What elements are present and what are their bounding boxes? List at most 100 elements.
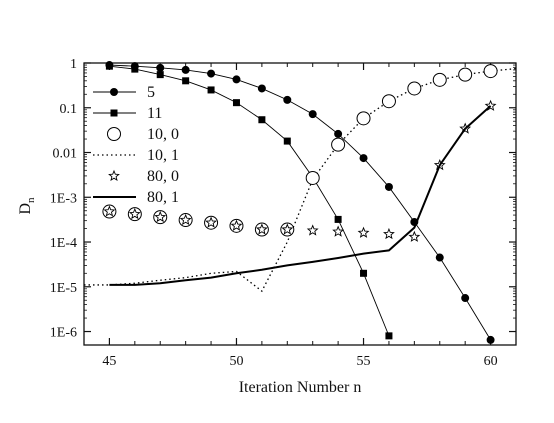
data-point-filled-square	[283, 137, 291, 145]
x-tick-label: 45	[102, 354, 116, 369]
y-tick-label: 1E-5	[50, 281, 77, 296]
data-point-open-star	[108, 169, 120, 182]
data-point-filled-square	[131, 65, 139, 73]
legend-entry: 11	[93, 105, 162, 122]
data-point-open-star	[205, 216, 217, 228]
y-axis-title: Dn	[17, 197, 37, 215]
legend-entry: 10, 1	[93, 147, 179, 164]
data-point-open-star	[459, 122, 472, 134]
data-point-filled-circle	[359, 154, 368, 163]
series-line	[109, 65, 390, 337]
data-point-filled-circle	[181, 65, 190, 74]
series-line	[109, 64, 491, 341]
y-tick-label: 1E-4	[50, 236, 77, 251]
data-point-open-circle	[178, 213, 193, 228]
series-11	[105, 62, 393, 340]
data-point-open-circle	[432, 72, 447, 87]
series-80-1	[109, 105, 492, 286]
data-point-filled-circle	[384, 182, 393, 191]
data-point-open-star	[103, 205, 116, 217]
y-axis-ticks: 1 0.1 0.01 1E-3 1E-4 1E-5 1E-6	[50, 57, 516, 341]
data-point-filled-circle	[308, 110, 317, 119]
data-point-filled-square	[360, 269, 368, 277]
data-point-open-circle	[102, 204, 117, 219]
svg-text:Dn: Dn	[17, 197, 37, 215]
data-point-filled-circle	[410, 218, 419, 227]
legend-label: 10, 1	[147, 147, 179, 164]
data-point-filled-square	[182, 77, 190, 85]
y-tick-label: 1	[70, 57, 77, 72]
data-point-open-star	[306, 224, 319, 236]
legend-entry: 10, 0	[107, 126, 179, 143]
series-layer	[84, 61, 517, 344]
data-point-open-star	[128, 207, 141, 220]
data-point-filled-circle	[283, 95, 292, 104]
data-point-filled-circle	[461, 294, 470, 303]
data-point-open-star	[357, 226, 370, 238]
series-80-0	[103, 99, 497, 242]
data-point-filled-square	[110, 109, 118, 117]
data-point-open-circle	[153, 210, 168, 225]
data-point-filled-square	[207, 86, 215, 94]
data-point-filled-circle	[156, 63, 165, 72]
data-point-open-star	[154, 210, 167, 223]
legend-label: 80, 1	[147, 189, 179, 206]
data-point-open-circle	[458, 67, 473, 82]
data-point-open-star	[281, 223, 294, 235]
data-point-filled-square	[334, 215, 342, 223]
y-axis-title-main: D	[17, 203, 34, 215]
data-point-filled-circle	[232, 75, 241, 84]
data-point-open-star	[255, 223, 268, 235]
data-point-open-circle	[254, 222, 269, 237]
data-point-filled-square	[385, 332, 393, 340]
data-point-filled-circle	[110, 88, 118, 96]
legend-entry: 80, 0	[108, 168, 179, 185]
data-point-open-circle	[127, 207, 142, 222]
x-tick-label: 60	[484, 354, 498, 369]
legend-label: 10, 0	[147, 126, 179, 143]
data-point-filled-square	[156, 71, 164, 79]
data-point-filled-circle	[334, 129, 343, 138]
data-point-open-circle	[356, 111, 371, 126]
data-point-open-circle	[407, 81, 422, 96]
legend-label: 80, 0	[147, 168, 179, 185]
data-point-open-circle	[305, 170, 320, 185]
data-point-open-star	[408, 230, 421, 242]
series-line	[109, 105, 492, 286]
data-point-filled-square	[232, 99, 240, 107]
series-5	[105, 61, 495, 344]
data-point-open-circle	[280, 222, 295, 237]
data-point-filled-circle	[257, 84, 266, 93]
data-point-open-circle	[381, 94, 396, 109]
x-tick-label: 50	[229, 354, 243, 369]
y-tick-label: 0.1	[60, 102, 78, 117]
legend-label: 5	[147, 84, 155, 101]
data-point-open-star	[383, 227, 395, 240]
legend-entry: 5	[93, 84, 155, 101]
data-point-open-circle	[331, 137, 346, 152]
data-point-open-star	[433, 159, 446, 171]
legend-entry: 80, 1	[93, 189, 179, 206]
data-point-open-circle	[204, 215, 219, 230]
data-point-open-circle	[107, 127, 121, 141]
legend: 5 11 10, 0 10, 1 80, 0 80, 1	[93, 84, 179, 206]
x-tick-label: 55	[357, 354, 371, 369]
data-point-open-star	[484, 99, 497, 111]
data-point-open-star	[179, 213, 192, 226]
data-point-filled-circle	[486, 335, 495, 344]
y-axis-title-subscript: n	[25, 197, 37, 203]
y-tick-label: 1E-3	[50, 191, 77, 206]
data-point-filled-circle	[435, 253, 444, 262]
data-point-open-star	[332, 225, 345, 237]
data-point-filled-square	[258, 116, 266, 124]
y-tick-label: 1E-6	[50, 326, 77, 341]
y-tick-label: 0.01	[53, 147, 78, 162]
data-point-filled-circle	[207, 69, 216, 78]
data-point-open-circle	[229, 218, 244, 233]
x-axis-title: Iteration Number n	[239, 379, 362, 396]
data-point-filled-square	[105, 62, 113, 70]
series-10-0	[102, 64, 498, 237]
legend-label: 11	[147, 105, 162, 122]
